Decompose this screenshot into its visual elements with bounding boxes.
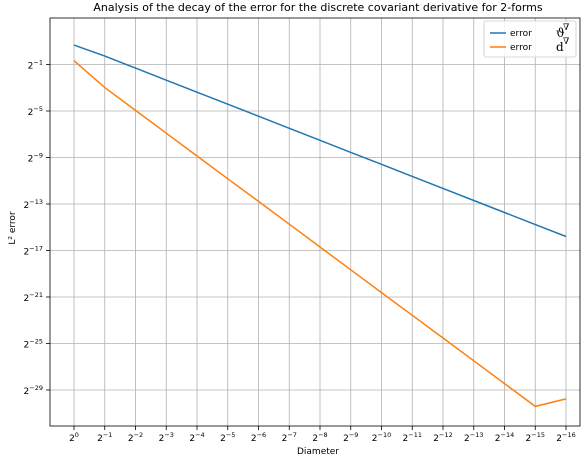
y-tick-label: 2−1 (28, 58, 43, 71)
grid (50, 18, 580, 426)
x-tick-label: 2−16 (556, 431, 575, 444)
x-tick-label: 2−13 (464, 431, 483, 444)
y-tick-label: 2−9 (28, 151, 43, 164)
plot-frame (49, 17, 581, 427)
x-tick-label: 2−12 (433, 431, 452, 444)
y-tick-label: 2−17 (24, 244, 43, 257)
x-tick-label: 2−14 (495, 431, 514, 444)
series-line-2 (73, 60, 567, 408)
x-tick-label: 2−11 (403, 431, 422, 444)
x-tick-label: 2−1 (97, 431, 112, 444)
x-tick-label: 2−15 (526, 431, 545, 444)
y-tick-label: 2−5 (28, 105, 43, 118)
x-tick-label: 2−7 (282, 431, 297, 444)
legend-label-series-2: error (510, 43, 532, 53)
legend-symbol-series-1: ϑ (556, 26, 565, 40)
legend-box (483, 20, 577, 58)
y-axis-label: L² error (8, 211, 18, 245)
y-tick-label: 2−25 (24, 337, 43, 350)
legend-sup-series-2: ∇ (563, 37, 569, 47)
x-tick-label: 2−2 (128, 431, 143, 444)
legend: error ϑ ∇ error d ∇ (483, 20, 577, 58)
x-tick-label: 2−5 (220, 431, 235, 444)
x-tick-label: 2−8 (312, 431, 327, 444)
x-tick-label: 20 (69, 431, 79, 444)
x-ticks: 20 2−1 2−2 2−3 2−4 2−5 2−6 2−7 2−8 2−9 2−10 2−11 2−1… (69, 426, 576, 444)
chart-title: Analysis of the decay of the error for t… (93, 1, 542, 14)
y-tick-label: 2−29 (24, 384, 43, 397)
legend-symbol-series-2: d (556, 40, 564, 54)
x-tick-label: 2−9 (343, 431, 358, 444)
legend-label-series-1: error (510, 29, 532, 39)
series-layer (73, 44, 567, 408)
series-line-1 (73, 44, 567, 238)
x-tick-label: 2−4 (189, 431, 204, 444)
y-tick-label: 2−21 (24, 291, 43, 304)
y-tick-label: 2−13 (24, 198, 43, 211)
x-axis-label: Diameter (297, 447, 339, 457)
x-tick-label: 2−6 (251, 431, 266, 444)
legend-sup-series-1: ∇ (563, 23, 569, 33)
x-tick-label: 2−3 (159, 431, 174, 444)
y-ticks: 2−1 2−5 2−9 2−13 2−17 2−21 2−25 2−29 (24, 58, 50, 397)
x-tick-label: 2−10 (372, 431, 391, 444)
